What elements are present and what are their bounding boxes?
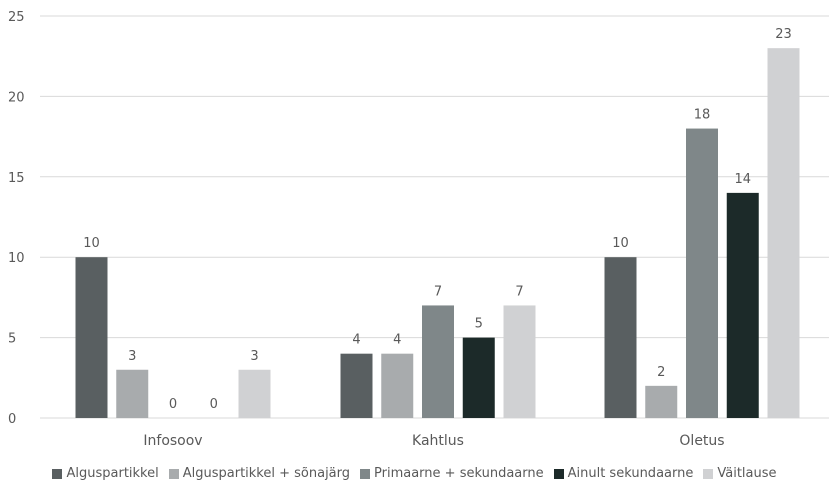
x-category-label: Oletus <box>679 433 724 449</box>
data-label: 23 <box>775 27 792 42</box>
y-tick-label: 10 <box>8 251 25 266</box>
legend-label: Ainult sekundaarne <box>567 466 694 481</box>
legend-swatch <box>553 468 564 479</box>
data-label: 7 <box>515 284 523 299</box>
x-axis-categories: Infosoov Kahtlus Oletus <box>143 433 724 449</box>
bar <box>503 305 536 418</box>
legend-item: Väitlause <box>703 466 777 481</box>
legend-item: Alguspartikkel + sõnajärg <box>168 466 351 481</box>
x-category-label: Infosoov <box>143 433 202 449</box>
legend-swatch <box>703 468 714 479</box>
bar <box>75 257 108 418</box>
bar <box>645 385 678 418</box>
bar <box>604 257 637 418</box>
legend-item: Primaarne + sekundaarne <box>360 466 544 481</box>
legend-swatch <box>360 468 371 479</box>
y-axis-ticks: 0 5 10 15 20 25 <box>8 10 25 427</box>
legend-swatch <box>52 468 63 479</box>
x-category-label: Kahtlus <box>412 433 464 449</box>
data-label: 4 <box>352 333 360 348</box>
bar <box>767 48 800 418</box>
legend-label: Alguspartikkel + sõnajärg <box>182 466 351 481</box>
legend-swatch <box>168 468 179 479</box>
legend-item: Alguspartikkel <box>52 466 159 481</box>
data-label: 7 <box>434 284 442 299</box>
data-label: 3 <box>250 349 258 364</box>
y-tick-label: 15 <box>8 171 25 186</box>
bar-chart: 0 5 10 15 20 25 10 3 0 0 3 4 4 7 5 7 10 2 18 14 23 Infosoov… <box>8 10 829 449</box>
bar <box>340 353 373 418</box>
legend-label: Primaarne + sekundaarne <box>374 466 544 481</box>
bar <box>116 369 149 418</box>
data-label: 2 <box>657 365 665 380</box>
y-tick-label: 0 <box>8 412 16 427</box>
data-label: 14 <box>734 172 751 187</box>
y-tick-label: 25 <box>8 10 25 25</box>
data-label: 10 <box>83 236 100 251</box>
data-labels: 10 3 0 0 3 4 4 7 5 7 10 2 18 14 23 <box>83 27 792 412</box>
legend-item: Ainult sekundaarne <box>553 466 694 481</box>
bar <box>422 305 454 418</box>
data-label: 10 <box>612 236 629 251</box>
bar <box>381 353 414 418</box>
bar <box>462 337 495 418</box>
data-label: 5 <box>475 317 483 332</box>
y-tick-label: 20 <box>8 90 25 105</box>
y-tick-label: 5 <box>8 332 16 347</box>
legend-label: Alguspartikkel <box>66 466 159 481</box>
data-label: 18 <box>694 108 711 123</box>
data-label: 0 <box>210 397 218 412</box>
bar <box>726 192 759 418</box>
data-label: 4 <box>393 333 401 348</box>
bar <box>686 128 718 418</box>
legend: Alguspartikkel Alguspartikkel + sõnajärg P… <box>0 466 829 481</box>
data-label: 0 <box>169 397 177 412</box>
bars <box>75 48 800 418</box>
data-label: 3 <box>128 349 136 364</box>
bar <box>238 369 271 418</box>
legend-label: Väitlause <box>717 466 777 481</box>
